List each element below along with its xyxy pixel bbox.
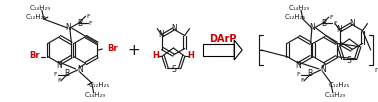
Text: F: F	[53, 72, 57, 77]
Bar	[203, 44, 234, 56]
Text: N: N	[77, 65, 83, 74]
Text: B: B	[64, 69, 69, 78]
Text: S: S	[171, 65, 176, 74]
Text: F: F	[86, 14, 90, 19]
Text: N: N	[295, 61, 301, 70]
Text: +: +	[127, 43, 140, 58]
Text: C₁₄H₂₉: C₁₄H₂₉	[324, 92, 345, 98]
Text: B: B	[321, 19, 327, 28]
Text: C₁₂H₂₅: C₁₂H₂₅	[25, 14, 46, 20]
Text: N: N	[309, 23, 315, 32]
Text: F: F	[296, 72, 300, 77]
Text: C₁₂H₂₅: C₁₂H₂₅	[284, 14, 306, 20]
Text: C₁₄H₂₉: C₁₄H₂₉	[288, 5, 310, 11]
Text: B: B	[307, 69, 313, 78]
Text: C₁₄H₂₉: C₁₄H₂₉	[85, 92, 106, 98]
Text: Br: Br	[29, 51, 40, 60]
Text: N: N	[172, 24, 177, 33]
Text: n: n	[375, 67, 378, 73]
Text: Br: Br	[107, 44, 118, 53]
Text: N: N	[158, 30, 164, 39]
Text: C₁₂H₂₅: C₁₂H₂₅	[328, 82, 350, 88]
Text: N: N	[56, 61, 62, 70]
Text: H: H	[187, 51, 194, 60]
Text: N: N	[336, 25, 342, 34]
Text: F: F	[89, 21, 93, 26]
Text: B: B	[77, 19, 82, 28]
Text: N: N	[349, 19, 355, 28]
Text: F: F	[57, 78, 60, 83]
Text: C₁₄H₂₉: C₁₄H₂₉	[29, 5, 50, 11]
Text: N: N	[320, 65, 326, 74]
Text: F: F	[300, 78, 304, 83]
Text: H: H	[153, 51, 160, 60]
Text: F: F	[333, 21, 337, 26]
Text: DArP: DArP	[209, 34, 237, 44]
Text: N: N	[65, 23, 71, 32]
Text: C₁₂H₂₅: C₁₂H₂₅	[89, 82, 110, 88]
Text: S: S	[347, 56, 352, 65]
Text: F: F	[329, 15, 333, 20]
